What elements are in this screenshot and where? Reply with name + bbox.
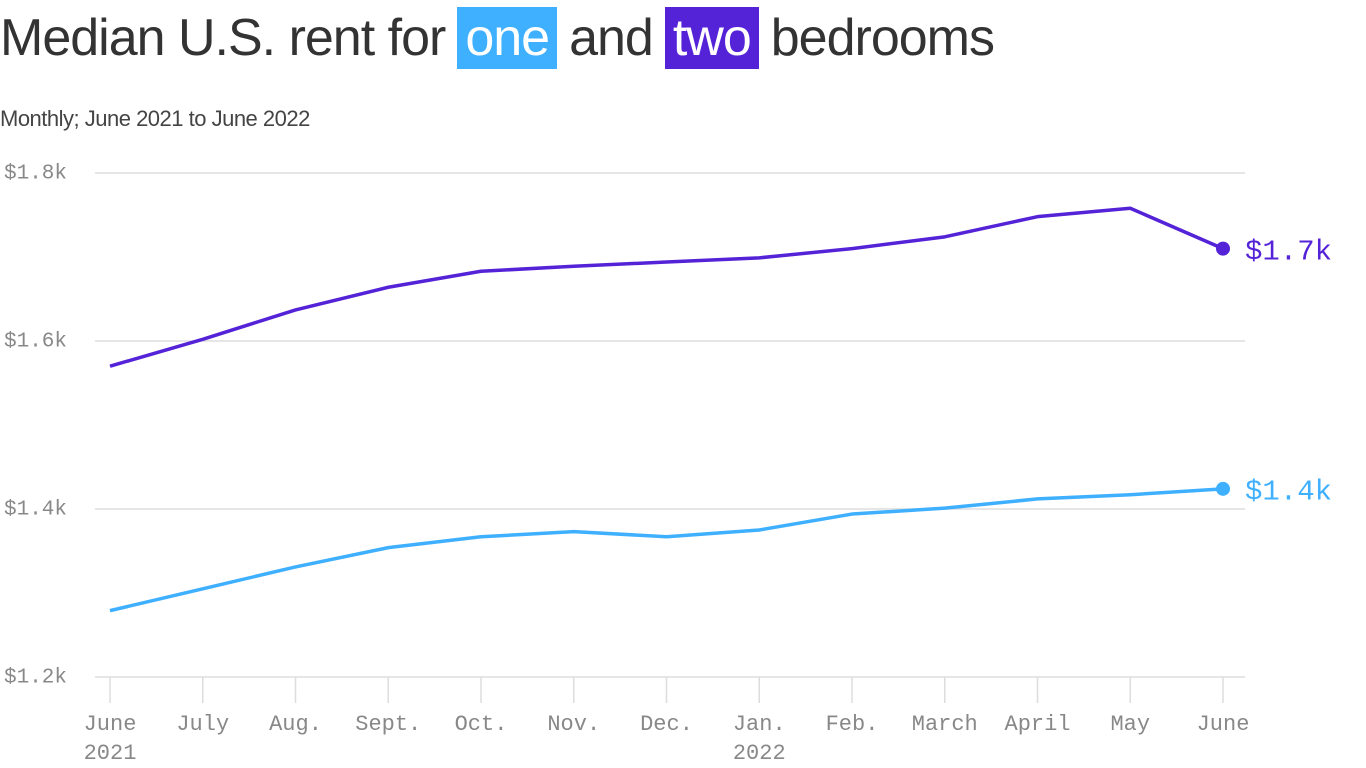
x-tick-label: Dec. xyxy=(640,712,693,737)
y-tick-label: $1.6k xyxy=(4,331,67,354)
x-tick-label: Sept. xyxy=(355,712,422,737)
title-part: bedrooms xyxy=(770,9,995,67)
x-tick-label: March xyxy=(911,712,978,737)
x-tick-label: May xyxy=(1110,712,1151,737)
value-label: $1.4k xyxy=(1245,475,1332,508)
x-tick-label: June xyxy=(1196,712,1250,737)
x-tick-label: April xyxy=(1004,712,1071,737)
y-tick-label: $1.8k xyxy=(4,163,67,186)
y-tick-label: $1.2k xyxy=(4,667,67,690)
x-tick-label: Feb. xyxy=(825,712,879,737)
x-tick-label: July xyxy=(176,712,230,737)
legend-entry: one xyxy=(457,7,558,69)
x-tick-label: Jan. 2022 xyxy=(732,712,786,766)
end-dot xyxy=(1216,481,1230,496)
x-tick-label: June 2021 xyxy=(83,712,137,766)
series-line xyxy=(109,206,1224,368)
value-label: $1.7k xyxy=(1245,235,1332,268)
x-tick-label: Oct. xyxy=(454,712,508,737)
title-part: and xyxy=(569,9,654,67)
legend-entry: two xyxy=(664,7,759,69)
series-line xyxy=(109,487,1224,613)
x-tick-label: Nov. xyxy=(547,712,601,737)
x-tick-label: Aug. xyxy=(269,712,322,737)
chart-title: Median U.S. rent for one and two bedrooms xyxy=(0,7,1006,69)
chart-subtitle: Monthly; June 2021 to June 2022 xyxy=(0,106,310,131)
y-tick-label: $1.4k xyxy=(4,499,67,522)
end-dot xyxy=(1216,241,1230,256)
title-part: Median U.S. rent for xyxy=(0,9,446,67)
